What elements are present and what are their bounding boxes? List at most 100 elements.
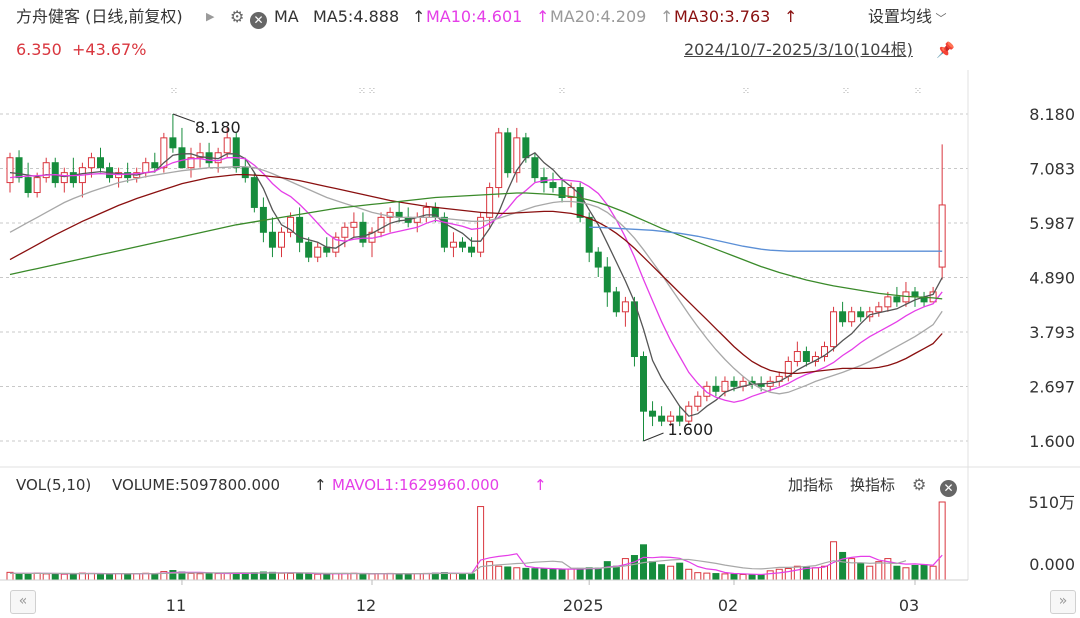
candle-body (386, 211, 394, 218)
volume-bar (929, 565, 937, 581)
candle-body (142, 162, 150, 174)
candle-body (694, 395, 702, 407)
volume-bar (920, 564, 928, 581)
volume-bar (341, 572, 349, 581)
close-icon[interactable]: ✕ (250, 9, 267, 29)
candle-body (296, 216, 304, 243)
switch-indicator-button[interactable]: 换指标 (850, 476, 896, 494)
candle-body (468, 246, 476, 253)
candle-body (621, 301, 629, 313)
ma-settings-button[interactable]: 设置均线 ﹀ (868, 6, 947, 30)
volume-bar (214, 573, 222, 581)
volume-bar (106, 573, 114, 581)
candle-body (268, 231, 276, 248)
candle-body (712, 385, 720, 392)
y-tick-label: 3.793 (1029, 323, 1075, 342)
x-tick-label: 12 (356, 596, 376, 615)
volume-bar (115, 573, 123, 581)
vol-label: VOL(5,10) (16, 476, 92, 494)
volume-bar (332, 573, 340, 581)
volume-bar (232, 572, 240, 581)
volume-bar (377, 573, 385, 581)
scroll-right-button[interactable]: » (1050, 590, 1076, 614)
volume-bar (187, 572, 195, 581)
ma-line-ma30 (9, 173, 943, 375)
event-marker-icon: ⁙ (358, 86, 366, 97)
candle-body (495, 132, 503, 189)
scroll-left-button[interactable]: « (10, 590, 36, 614)
pin-icon[interactable]: 📌 (936, 41, 955, 59)
volume-bar (51, 573, 59, 581)
volume-bar (649, 561, 657, 581)
volume-bar (811, 567, 819, 581)
volume-bar (848, 558, 856, 581)
candle-body (558, 187, 566, 198)
add-indicator-button[interactable]: 加指标 (788, 476, 834, 494)
volume-bar (504, 566, 512, 581)
volume-bar (431, 572, 439, 581)
volume-bar (287, 572, 295, 581)
volume-bar (368, 573, 376, 581)
volume-bar (468, 573, 476, 581)
y-tick-label: 8.180 (1029, 105, 1075, 124)
candle-body (730, 380, 738, 387)
candle-body (549, 182, 557, 189)
candle-body (431, 206, 439, 218)
collapse-arrow-icon[interactable]: ▶ (206, 10, 215, 23)
volume-bar (413, 573, 421, 581)
y-tick-label: 4.890 (1029, 269, 1075, 288)
ma10-value: MA10:4.601 (426, 7, 523, 26)
volume-bar (775, 568, 783, 581)
candle-body (24, 177, 32, 194)
candle-body (929, 291, 937, 303)
candle-body (658, 415, 666, 422)
ma-line-ma10 (9, 157, 943, 403)
candle-body (160, 137, 168, 169)
event-marker-icon: ⁙ (842, 86, 850, 97)
volume-bar (821, 565, 828, 581)
candle-body (486, 187, 494, 218)
volume-bar (721, 573, 729, 581)
volume-arrow-icon: ↑ (314, 476, 327, 494)
candle-body (612, 291, 620, 313)
volume-bar (667, 565, 675, 581)
volume-bar (386, 572, 394, 581)
ma-settings-label: 设置均线 (868, 7, 933, 26)
volume-bar (730, 573, 738, 581)
volume-bar (15, 573, 23, 581)
candle-body (97, 157, 104, 169)
ma-label: MA (274, 7, 299, 26)
volume-bar (314, 573, 322, 581)
candle-body (341, 226, 349, 238)
candle-body (522, 137, 530, 159)
volume-bar (522, 567, 530, 581)
volume-bar (866, 565, 874, 581)
candle-body (459, 241, 466, 248)
ma-line-ref (589, 226, 943, 252)
volume-bar (422, 572, 430, 581)
date-range[interactable]: 2024/10/7-2025/3/10(104根) (684, 40, 913, 59)
candle-body (169, 137, 177, 149)
volume-bar (449, 573, 457, 581)
candle-body (15, 157, 23, 179)
volume-bar (694, 572, 702, 581)
event-marker-icon: ⁙ (368, 86, 376, 97)
volume-bar (576, 567, 584, 581)
x-tick-label: 03 (899, 596, 919, 615)
volume-bar (857, 562, 865, 581)
volume-close-icon[interactable]: ✕ (940, 477, 957, 497)
ma5-arrow-icon: ↑ (412, 7, 426, 26)
volume-bar (359, 573, 367, 581)
ma-line-ma60 (9, 192, 943, 300)
candle-body (187, 157, 195, 169)
gear-icon[interactable]: ⚙ (230, 7, 245, 26)
volume-bar (495, 565, 503, 581)
candle-body (676, 415, 684, 422)
candle-body (830, 311, 838, 348)
volume-bar (60, 573, 68, 581)
volume-gear-icon[interactable]: ⚙ (912, 475, 927, 494)
volume-y-tick-label: 510万 (1028, 493, 1075, 512)
candle-body (440, 216, 448, 248)
candle-body (721, 380, 729, 392)
